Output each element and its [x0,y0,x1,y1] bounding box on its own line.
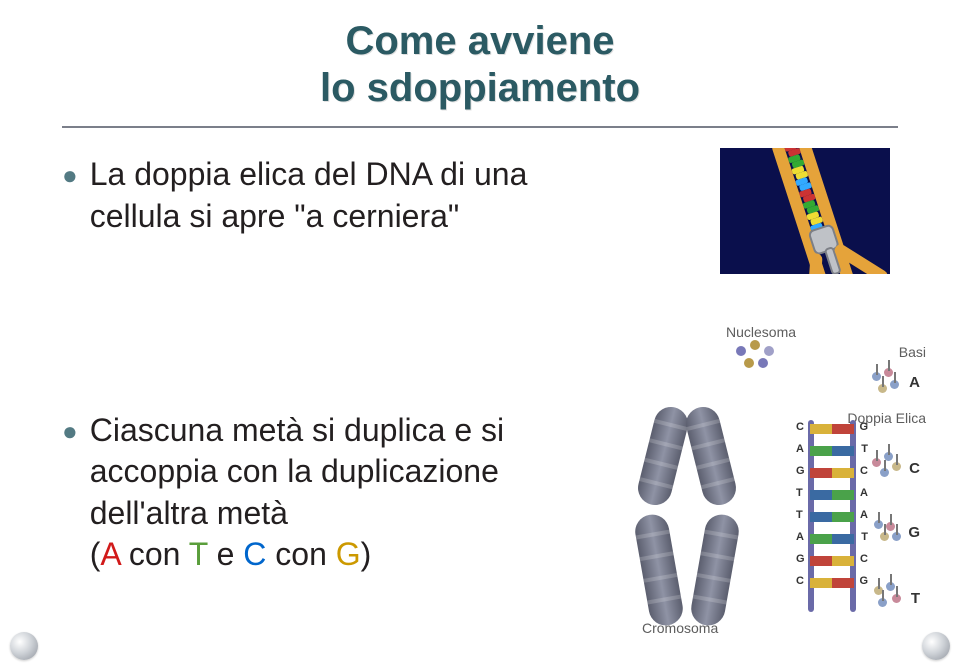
slide-title: Come avviene lo sdoppiamento [62,18,898,112]
chromosome-illustration: Nuclesoma Basi Doppia Elica Cromosoma A … [586,320,936,640]
bullet2-G: G [336,536,361,572]
zipper-illustration [720,148,890,274]
bullet2-mid3: con [266,536,335,572]
bullet-text-2: Ciascuna metà si duplica e si accoppia c… [90,410,570,576]
corner-decoration-icon [922,632,950,660]
slide: Come avviene lo sdoppiamento ● La doppia… [0,0,960,670]
bullet-text-1: La doppia elica del DNA di una cellula s… [90,154,570,237]
base-letter-G: G [908,524,920,541]
corner-decoration-icon [10,632,38,660]
label-nucleosome: Nuclesoma [726,324,796,340]
label-bases: Basi [899,344,926,360]
base-letter-A: A [909,374,920,391]
zipper-track [742,148,890,274]
chromosome-x-icon [628,406,748,616]
bullet2-mid2: e [208,536,244,572]
bullet2-A: A [100,536,120,572]
base-letter-T: T [911,590,920,607]
title-line-1: Come avviene [62,18,898,65]
bullet2-open: ( [90,536,101,572]
bullet-marker-icon: ● [62,416,78,447]
base-letter-C: C [909,460,920,477]
bullet-marker-icon: ● [62,160,78,191]
bullet2-C: C [243,536,266,572]
bullet2-T: T [189,536,208,572]
bullet2-prefix: Ciascuna metà si duplica e si accoppia c… [90,412,504,531]
bullet2-close: ) [361,536,372,572]
title-divider [62,126,898,128]
double-helix-icon: CGATGCTATAATGCCG [810,424,854,606]
title-line-2: lo sdoppiamento [62,65,898,112]
bullet2-mid1: con [120,536,189,572]
